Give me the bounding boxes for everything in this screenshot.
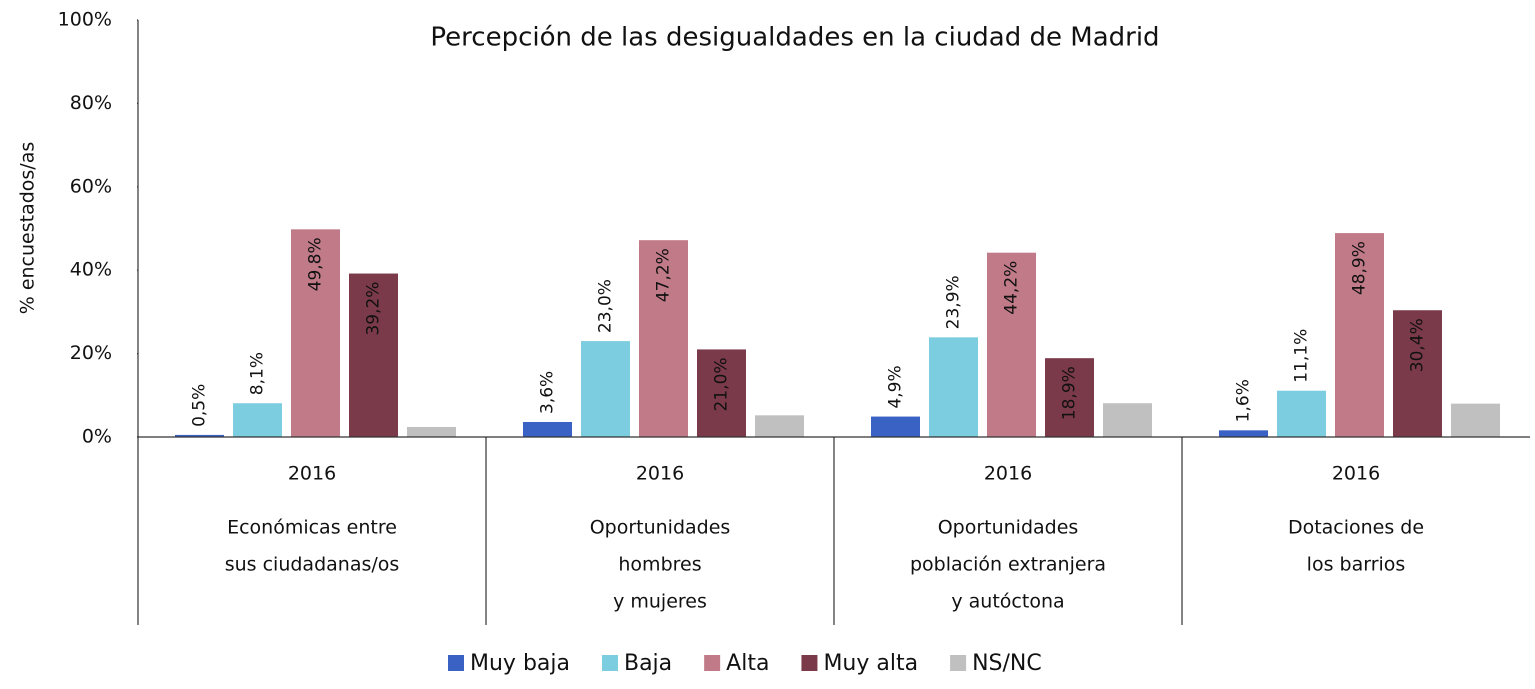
bar (1335, 233, 1384, 437)
y-tick-label: 60% (70, 175, 112, 197)
bar (1045, 358, 1094, 437)
bar (697, 349, 746, 437)
category-label: Económicas entre (227, 517, 397, 539)
x-tick-label: 2016 (288, 463, 336, 485)
legend-swatch (448, 655, 464, 671)
value-label: 21,0% (712, 357, 732, 411)
value-label: 4,9% (886, 365, 906, 408)
value-label: 3,6% (538, 371, 558, 414)
bar (987, 252, 1036, 437)
y-tick-label: 40% (70, 259, 112, 281)
category-label: población extranjera (910, 554, 1106, 576)
category-label: Dotaciones de (1288, 517, 1424, 539)
bar (1277, 390, 1326, 437)
value-label: 39,2% (364, 282, 384, 336)
y-tick-label: 0% (82, 426, 112, 448)
bar (407, 426, 456, 437)
value-label: 23,9% (944, 275, 964, 329)
bar (1219, 430, 1268, 437)
category-label: Oportunidades (938, 517, 1079, 539)
legend-swatch (704, 655, 721, 671)
category-label: hombres (618, 554, 701, 576)
bar (175, 434, 224, 437)
value-label: 8,1% (248, 352, 268, 395)
category-label: los barrios (1307, 554, 1406, 576)
y-tick-label: 20% (70, 342, 112, 364)
value-label: 23,0% (596, 279, 616, 333)
chart-title: Percepción de las desigualdades en la ci… (430, 23, 1159, 53)
legend-label: NS/NC (972, 651, 1042, 676)
x-tick-label: 2016 (636, 463, 684, 485)
legend-label: Muy baja (470, 651, 570, 676)
bar (1393, 310, 1442, 437)
category-label: y mujeres (613, 591, 707, 613)
value-label: 30,4% (1408, 318, 1428, 372)
y-tick-label: 80% (70, 92, 112, 114)
legend-swatch (601, 655, 618, 671)
value-label: 0,5% (190, 384, 210, 427)
legend-swatch (950, 655, 967, 671)
x-tick-label: 2016 (1332, 463, 1380, 485)
value-label: 44,2% (1002, 261, 1022, 315)
legend-label: Muy alta (823, 651, 918, 676)
bar (755, 415, 804, 437)
legend-swatch (801, 655, 818, 671)
category-label: y autóctona (951, 591, 1064, 613)
y-axis-label: % encuestados/as (17, 142, 39, 315)
value-label: 11,1% (1292, 329, 1312, 383)
bar (233, 403, 282, 437)
bar (1451, 403, 1500, 437)
bar (639, 240, 688, 437)
bar (349, 273, 398, 437)
bar (523, 421, 572, 437)
y-tick-label: 100% (58, 9, 112, 31)
bar (581, 341, 630, 437)
value-label: 48,9% (1350, 241, 1370, 295)
value-label: 47,2% (654, 248, 674, 302)
category-label: Oportunidades (590, 517, 731, 539)
value-label: 18,9% (1060, 366, 1080, 420)
legend-label: Alta (726, 651, 769, 676)
bar (929, 337, 978, 437)
value-label: 49,8% (306, 237, 326, 291)
value-label: 1,6% (1234, 379, 1254, 422)
legend-label: Baja (624, 651, 672, 676)
bar (291, 229, 340, 437)
bar (871, 416, 920, 437)
category-label: sus ciudadanas/os (225, 554, 400, 576)
x-tick-label: 2016 (984, 463, 1032, 485)
bar (1103, 403, 1152, 437)
